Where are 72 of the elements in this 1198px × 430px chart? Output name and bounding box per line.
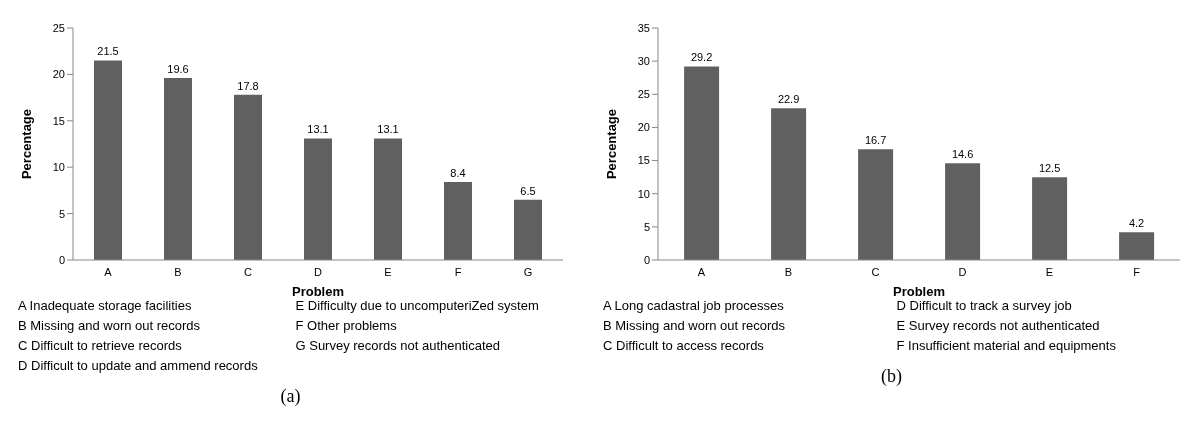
data-label: 21.5 xyxy=(97,45,119,58)
x-tick-label: G xyxy=(523,265,533,278)
y-tick-label: 25 xyxy=(52,21,65,34)
text: D Difficult to track a survey job xyxy=(896,298,1073,315)
text: E Difficulty due to uncomputeriZed system xyxy=(295,298,540,315)
bar xyxy=(164,78,192,260)
data-label: 6.5 xyxy=(520,184,536,197)
text: (a) xyxy=(279,386,302,407)
bar xyxy=(858,149,894,260)
y-tick-label: 5 xyxy=(58,207,65,220)
x-tick-label: C xyxy=(244,265,253,278)
y-tick-label: 10 xyxy=(637,187,650,200)
y-tick-label: 25 xyxy=(637,88,650,101)
bar xyxy=(1119,232,1155,260)
x-tick-label: A xyxy=(697,265,706,278)
text: G Survey records not authenticated xyxy=(295,338,501,355)
text: C Difficult to access records xyxy=(603,338,765,355)
bar xyxy=(234,94,262,260)
bar xyxy=(444,182,472,260)
data-label: 29.2 xyxy=(690,51,713,64)
y-tick-label: 20 xyxy=(637,121,650,134)
x-axis-title: Problem xyxy=(291,284,345,299)
x-tick-label: A xyxy=(104,265,113,278)
bar xyxy=(374,138,402,260)
y-axis-title: Percentage xyxy=(18,108,34,180)
text: B Missing and worn out records xyxy=(603,318,787,335)
data-label: 19.6 xyxy=(167,63,189,76)
x-axis-title: Problem xyxy=(892,284,946,299)
y-tick-label: 15 xyxy=(637,154,650,167)
x-tick-label: F xyxy=(454,265,462,278)
text: A Inadequate storage facilities xyxy=(18,298,193,315)
bar xyxy=(945,163,981,260)
y-tick-label: 0 xyxy=(643,253,650,266)
y-tick-label: 15 xyxy=(52,114,65,127)
data-label: 12.5 xyxy=(1038,162,1061,175)
bar xyxy=(1032,177,1068,260)
y-tick-label: 35 xyxy=(637,21,650,34)
text: A Long cadastral job processes xyxy=(603,298,785,315)
y-axis-title: Percentage xyxy=(603,108,619,180)
x-tick-label: E xyxy=(1045,265,1054,278)
data-label: 4.2 xyxy=(1128,217,1145,230)
y-tick-label: 10 xyxy=(52,161,65,174)
x-tick-label: C xyxy=(871,265,880,278)
text: F Other problems xyxy=(295,318,398,335)
data-label: 17.8 xyxy=(237,79,259,92)
y-tick-label: 20 xyxy=(52,68,65,81)
text: (b) xyxy=(880,366,903,387)
x-tick-label: D xyxy=(958,265,967,278)
data-label: 8.4 xyxy=(450,167,466,180)
data-label: 22.9 xyxy=(777,93,800,106)
x-tick-label: F xyxy=(1133,265,1141,278)
data-label: 13.1 xyxy=(307,123,329,136)
bar xyxy=(94,60,122,260)
text: D Difficult to update and ammend records xyxy=(18,358,259,375)
text: C Difficult to retrieve records xyxy=(18,338,183,355)
y-tick-label: 0 xyxy=(58,253,65,266)
bar xyxy=(771,108,807,260)
y-tick-label: 30 xyxy=(637,55,650,68)
x-tick-label: E xyxy=(384,265,392,278)
bar xyxy=(304,138,332,260)
x-tick-label: B xyxy=(174,265,182,278)
y-tick-label: 5 xyxy=(643,220,650,233)
text: F Insufficient material and equipments xyxy=(896,338,1117,355)
bar xyxy=(684,66,720,260)
data-label: 14.6 xyxy=(951,148,974,161)
x-tick-label: D xyxy=(314,265,323,278)
data-label: 16.7 xyxy=(864,134,887,147)
text: B Missing and worn out records xyxy=(18,318,202,335)
x-tick-label: B xyxy=(784,265,793,278)
bar xyxy=(514,199,542,260)
text: E Survey records not authenticated xyxy=(896,318,1101,335)
data-label: 13.1 xyxy=(377,123,399,136)
